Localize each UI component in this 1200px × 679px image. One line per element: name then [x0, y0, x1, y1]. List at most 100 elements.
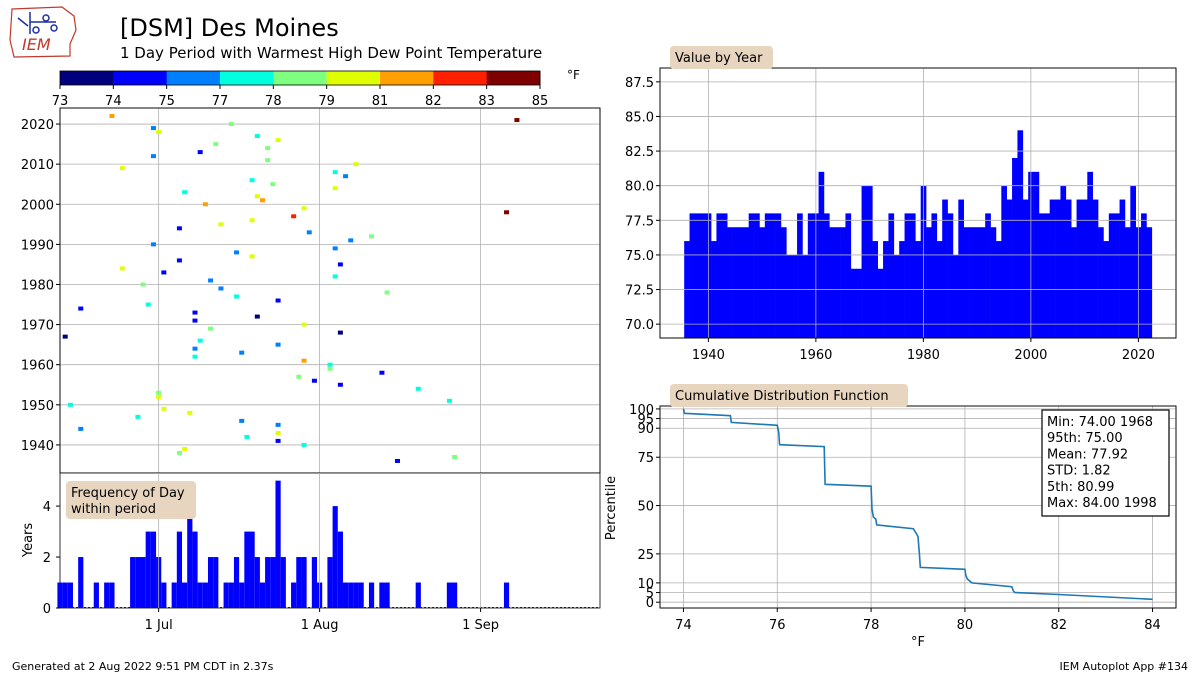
frequency-bar [187, 506, 193, 608]
value-by-year-bar [694, 213, 701, 338]
value-by-year-bar [764, 213, 771, 338]
value-by-year-bar [926, 227, 932, 338]
value-by-year-bar [840, 227, 846, 338]
value-by-year-ytick-label: 82.5 [625, 145, 654, 160]
scatter-point [197, 338, 203, 343]
cdf-label-box [670, 384, 908, 407]
scatter-point [234, 294, 240, 299]
scatter-point [395, 458, 400, 463]
colorbar-tick-label: 75 [158, 94, 175, 109]
frequency-bar [327, 557, 333, 608]
scatter-point [296, 374, 302, 379]
value-by-year-ytick-label: 77.5 [625, 214, 654, 229]
frequency-bar [384, 582, 390, 608]
page-subtitle: 1 Day Period with Warmest High Dew Point… [120, 44, 542, 62]
scatter-point [275, 422, 281, 427]
value-by-year-ytick-label: 70.0 [625, 318, 654, 333]
scatter-ytick-label: 1950 [21, 399, 54, 414]
scatter-point [249, 254, 255, 259]
scatter-point [270, 182, 276, 187]
frequency-ytick-label: 0 [43, 602, 51, 617]
scatter-point [192, 318, 198, 323]
scatter-point [135, 414, 141, 419]
frequency-bar [78, 557, 84, 608]
scatter-point [119, 166, 125, 171]
frequency-bar [368, 582, 375, 608]
scatter-point [327, 366, 333, 371]
frequency-bar [332, 506, 338, 608]
colorbar-tick-label: 74 [105, 94, 122, 109]
scatter-point [343, 174, 349, 179]
scatter-point [265, 158, 271, 163]
frequency-bar [342, 582, 349, 608]
colorbar-segment [60, 71, 114, 85]
frequency-bar [301, 557, 307, 608]
frequency-ylabel: Years [21, 523, 36, 559]
colorbar-segment [113, 71, 168, 85]
scatter-frame [59, 107, 601, 474]
scatter-point [67, 402, 73, 407]
value-by-year-bar [770, 213, 776, 338]
value-by-year-ytick-label: 87.5 [625, 76, 654, 91]
value-by-year-bar [1081, 199, 1088, 338]
frequency-bar [249, 531, 255, 608]
scatter-point [218, 222, 224, 227]
value-by-year-bar [1065, 199, 1072, 338]
scatter-point [327, 362, 333, 367]
value-by-year-border [659, 67, 1177, 339]
footer-generated: Generated at 2 Aug 2022 9:51 PM CDT in 2… [12, 660, 274, 673]
scatter-ytick-label: 1970 [21, 319, 54, 334]
scatter-point [332, 246, 338, 251]
scatter-point [301, 322, 307, 327]
scatter-ytick-label: 2020 [21, 118, 54, 133]
value-by-year-bar [1130, 185, 1136, 338]
scatter-point [275, 298, 281, 303]
scatter-point [332, 274, 338, 279]
scatter-point [275, 138, 281, 143]
value-by-year-bar [807, 213, 814, 338]
value-by-year-bar [754, 213, 760, 338]
frequency-bar [265, 557, 271, 608]
value-by-year-bar [689, 213, 696, 338]
scatter-point [192, 346, 198, 351]
frequency-bar [337, 531, 343, 608]
value-by-year-bar [877, 268, 884, 338]
scatter-point [176, 258, 182, 263]
colorbar-tick-label: 82 [425, 94, 442, 109]
scatter-point [353, 162, 359, 167]
value-by-year-bar [1049, 199, 1056, 338]
scatter-ytick-label: 2010 [21, 158, 54, 173]
scatter-point [78, 426, 84, 431]
value-by-year-label: Value by Year [675, 51, 763, 66]
cdf-stats-line: STD: 1.82 [1047, 464, 1111, 479]
scatter-point [192, 354, 198, 359]
cdf-stats-line: Min: 74.00 1968 [1047, 415, 1153, 430]
frequency-label-line: within period [71, 502, 156, 517]
scatter-point [379, 370, 385, 375]
scatter-point [306, 230, 312, 235]
frequency-bar [452, 582, 458, 608]
iem-logo: IEM [9, 6, 77, 58]
scatter-point [176, 226, 182, 231]
value-by-year-bar [834, 227, 841, 338]
colorbar-segment [433, 71, 488, 85]
value-by-year-bar [1022, 199, 1029, 338]
value-by-year-bar [985, 213, 991, 338]
value-by-year-bar [727, 227, 733, 338]
frequency-bar [140, 557, 146, 608]
cdf-stats-line: Mean: 77.92 [1047, 447, 1128, 462]
scatter-point [218, 286, 224, 291]
colorbar-segment [380, 71, 434, 85]
scatter-point [249, 218, 255, 223]
cdf-xtick-label: 80 [957, 618, 974, 633]
scatter-point [265, 146, 271, 151]
scatter-point [244, 434, 250, 439]
frequency-ytick-label: 4 [43, 500, 51, 515]
value-by-year-ytick-label: 85.0 [625, 110, 654, 125]
value-by-year-bar [969, 227, 975, 338]
scatter-point [156, 394, 162, 399]
scatter-point [182, 446, 188, 451]
value-by-year-bar [990, 227, 997, 338]
scatter-point [192, 310, 198, 315]
scatter-point [446, 398, 452, 403]
